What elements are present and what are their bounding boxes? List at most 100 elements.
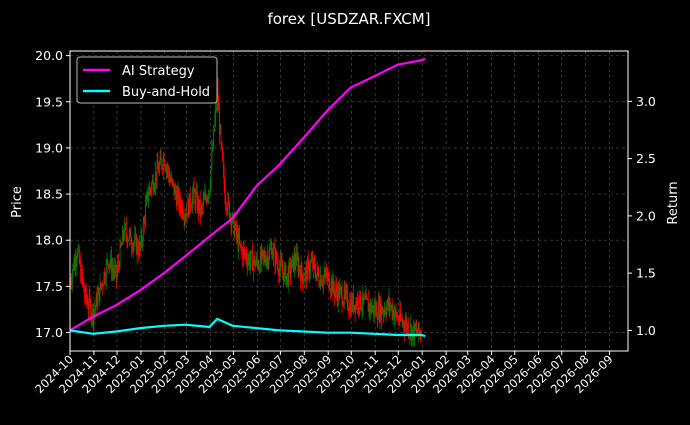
candle-down [317, 267, 319, 274]
candle-down [347, 307, 349, 311]
candle-up [238, 235, 240, 250]
candle-up [103, 272, 105, 286]
candle-down [150, 189, 152, 191]
candle-down [315, 272, 317, 280]
candle-up [114, 267, 116, 274]
candle-up [203, 198, 205, 200]
candle-down [333, 278, 335, 289]
candle-down [366, 295, 368, 299]
candle-up [410, 325, 412, 335]
candle-up [200, 207, 202, 215]
candle-down [417, 332, 419, 334]
candle-down [414, 323, 416, 330]
left-tick-label: 17.0 [35, 325, 63, 340]
candle-up [207, 196, 209, 198]
candle-down [84, 292, 86, 298]
candle-up [209, 183, 211, 192]
candle-down [296, 253, 298, 259]
candle-up [215, 104, 217, 106]
candle-down [158, 169, 160, 173]
candle-down [306, 266, 308, 280]
candle-up [84, 288, 86, 298]
candle-down [358, 308, 360, 310]
candle-down [161, 160, 163, 168]
candle-up [335, 285, 337, 292]
candle-down [346, 290, 348, 292]
candle-up [159, 156, 161, 165]
candle-down [179, 195, 181, 207]
candle-down [302, 274, 304, 284]
candle-down [243, 248, 245, 251]
candle-up [158, 164, 160, 173]
candle-down [135, 235, 137, 254]
candle-down [88, 307, 89, 309]
candle-down [418, 322, 420, 332]
candle-up [362, 293, 364, 308]
candle-up [321, 283, 323, 286]
candle-down [322, 283, 324, 285]
candle-up [242, 248, 244, 260]
candle-down [198, 199, 200, 213]
candle-up [250, 251, 252, 261]
candle-up [337, 286, 339, 303]
candle-up [349, 301, 351, 311]
candle-up [359, 291, 361, 310]
candle-down [249, 256, 251, 267]
candle-up [332, 278, 334, 293]
candle-up [266, 258, 267, 265]
candle-up [323, 276, 325, 284]
candle-down [299, 271, 301, 281]
candle-down [173, 183, 175, 195]
candle-down [351, 298, 353, 309]
right-tick-label: 2.0 [636, 208, 656, 223]
candle-down [122, 230, 124, 238]
candle-up [189, 193, 190, 215]
candle-down [138, 251, 140, 255]
candle-up [143, 219, 145, 223]
candle-up [128, 232, 130, 240]
candle-up [165, 167, 167, 171]
candle-up [420, 336, 422, 338]
legend: AI Strategy Buy-and-Hold [76, 56, 218, 104]
candle-up [353, 304, 355, 311]
candle-up [231, 221, 233, 227]
candle-down [239, 243, 241, 245]
candle-up [255, 263, 257, 267]
candle-down [263, 251, 264, 256]
candle-up [136, 241, 138, 254]
candle-up [145, 197, 147, 206]
candle-down [347, 291, 348, 308]
candle-down [281, 263, 283, 271]
candle-down [230, 215, 232, 227]
candle-up [310, 262, 311, 271]
candle-up [192, 194, 193, 207]
candle-up [235, 224, 237, 229]
candle-up [340, 288, 341, 289]
candle-up [334, 291, 336, 296]
candle-down [222, 148, 224, 161]
candle-up [171, 179, 173, 183]
candle-up [286, 276, 288, 285]
candle-up [76, 255, 78, 261]
candle-up [202, 199, 204, 207]
candle-down [232, 214, 234, 215]
plot-frame [69, 50, 629, 352]
candle-down [384, 309, 386, 314]
candle-down [225, 202, 227, 205]
candle-down [246, 261, 248, 266]
series-line-buy-and-hold [69, 317, 426, 338]
candle-down [410, 325, 412, 341]
candle-up [379, 300, 381, 320]
candle-down [277, 263, 279, 272]
candle-down [242, 249, 244, 260]
candle-up [256, 257, 257, 264]
candle-down [385, 313, 387, 315]
candle-up [357, 297, 358, 307]
candle-up [121, 244, 123, 246]
candle-up [154, 185, 156, 190]
candle-down [413, 326, 415, 341]
candle-up [115, 265, 116, 268]
candle-up [167, 167, 169, 170]
candle-down [406, 320, 408, 330]
